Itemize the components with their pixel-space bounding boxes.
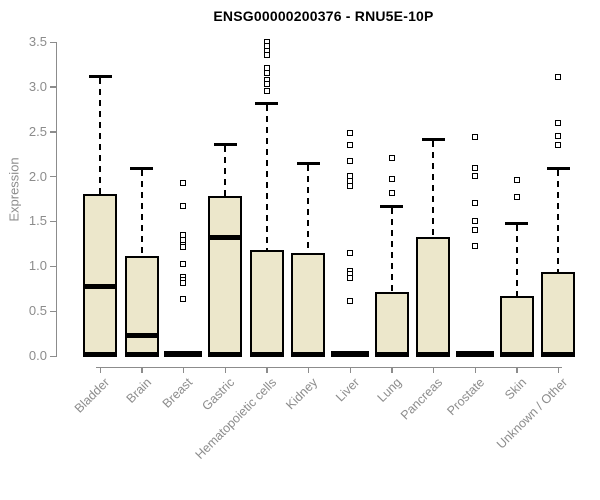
outlier-point xyxy=(263,70,270,77)
y-tick xyxy=(50,310,56,313)
y-tick xyxy=(50,131,56,133)
median-line xyxy=(209,235,242,241)
x-tick xyxy=(391,366,393,373)
box xyxy=(83,194,117,357)
y-tick-label: 1.5 xyxy=(28,213,47,229)
whisker xyxy=(224,146,227,198)
box xyxy=(291,252,326,357)
whisker-cap xyxy=(505,222,529,226)
outlier-point xyxy=(555,73,562,80)
whisker xyxy=(307,165,310,254)
y-axis-line xyxy=(56,42,58,357)
whisker-cap xyxy=(255,102,279,106)
y-tick-label: 0.5 xyxy=(28,303,47,319)
outlier-point xyxy=(388,154,395,161)
y-tick-label: 3.0 xyxy=(28,78,47,94)
x-tick xyxy=(474,366,476,373)
outlier-point xyxy=(513,194,520,201)
x-tick xyxy=(307,366,310,373)
x-tick xyxy=(224,366,226,373)
x-tick xyxy=(432,366,435,373)
outlier-point xyxy=(180,260,187,267)
outlier-point xyxy=(555,133,562,140)
outlier-point xyxy=(472,227,479,234)
median-line xyxy=(125,332,158,338)
outlier-point xyxy=(347,298,354,305)
box xyxy=(208,196,243,357)
outlier-point xyxy=(263,81,270,88)
outlier-point xyxy=(180,179,187,186)
x-tick xyxy=(141,366,143,373)
outlier-point xyxy=(347,182,354,189)
outlier-point xyxy=(347,158,354,165)
box xyxy=(374,292,409,357)
x-tick xyxy=(557,366,560,373)
outlier-point xyxy=(263,88,270,95)
y-tick-label: 3.5 xyxy=(28,34,47,49)
whisker-cap xyxy=(380,205,404,209)
y-tick xyxy=(50,176,56,178)
whisker xyxy=(390,208,393,294)
flat-box xyxy=(331,351,370,358)
whisker xyxy=(99,78,101,196)
outlier-point xyxy=(555,142,562,149)
outlier-point xyxy=(347,274,354,281)
y-tick-label: 2.5 xyxy=(28,123,47,139)
x-tick xyxy=(516,366,518,373)
outlier-point xyxy=(347,129,354,136)
y-tick-label: 1.0 xyxy=(28,258,47,274)
outlier-point xyxy=(388,189,395,196)
whisker-cap xyxy=(213,143,237,147)
whisker xyxy=(557,169,560,273)
outlier-point xyxy=(472,134,479,141)
outlier-point xyxy=(472,242,479,249)
whisker xyxy=(432,140,435,239)
outlier-point xyxy=(180,295,187,302)
outlier-point xyxy=(347,142,354,149)
y-tick-label: 2.0 xyxy=(28,168,47,184)
whisker-cap xyxy=(546,166,570,170)
y-tick xyxy=(50,86,56,88)
y-tick xyxy=(50,220,56,223)
y-tick xyxy=(50,41,56,43)
y-tick xyxy=(50,265,56,268)
chart-title: ENSG00000200376 - RNU5E-10P xyxy=(213,8,434,24)
box xyxy=(249,250,284,357)
box xyxy=(499,295,534,357)
box xyxy=(124,256,159,357)
outlier-point xyxy=(263,52,270,59)
outlier-point xyxy=(347,249,354,256)
box xyxy=(541,271,576,357)
outlier-point xyxy=(472,217,479,224)
outlier-point xyxy=(472,164,479,171)
whisker-cap xyxy=(296,162,320,166)
outlier-point xyxy=(388,176,395,183)
outlier-point xyxy=(472,172,479,179)
median-line xyxy=(84,283,116,289)
y-tick xyxy=(50,355,56,357)
outlier-point xyxy=(472,199,479,206)
whisker xyxy=(265,105,268,252)
whisker xyxy=(515,225,518,297)
box xyxy=(416,237,451,357)
x-tick xyxy=(99,366,101,373)
outlier-point xyxy=(180,280,187,287)
outlier-point xyxy=(180,203,187,210)
x-tick xyxy=(349,366,351,373)
x-axis-line xyxy=(96,366,563,368)
outlier-point xyxy=(555,119,562,126)
y-tick-label: 0.0 xyxy=(28,348,47,363)
flat-box xyxy=(164,351,203,358)
whisker-cap xyxy=(130,166,154,170)
x-tick xyxy=(266,366,268,373)
whisker xyxy=(140,169,143,258)
x-tick xyxy=(182,366,185,373)
whisker-cap xyxy=(88,75,112,79)
flat-box xyxy=(456,351,495,358)
outlier-point xyxy=(180,244,187,251)
outlier-point xyxy=(513,177,520,184)
whisker-cap xyxy=(421,137,445,141)
